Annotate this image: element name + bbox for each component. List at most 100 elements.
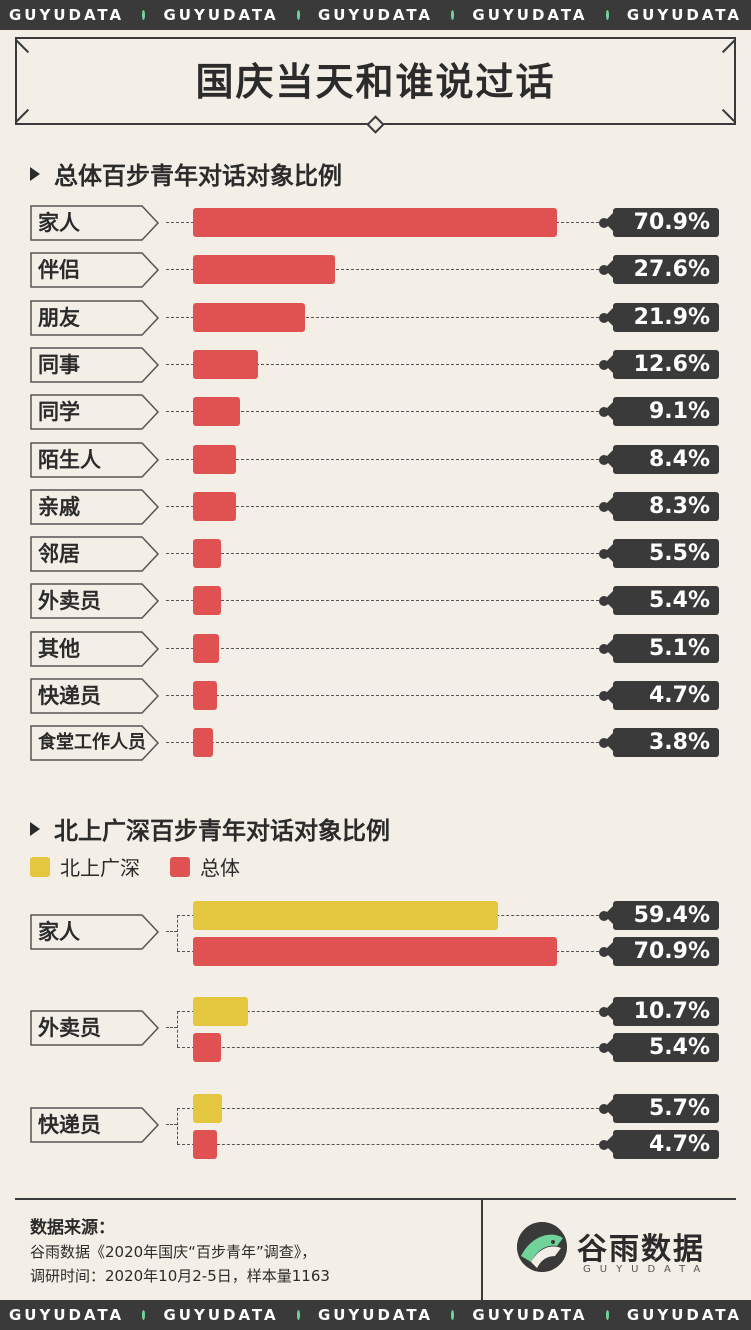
category-label: 家人 [38, 211, 80, 235]
section-title-cities: 北上广深百步青年对话对象比例 [30, 811, 390, 846]
triangle-bullet-icon [30, 821, 40, 836]
category-tag: 外卖员 [30, 1010, 160, 1046]
leader-line [166, 363, 604, 365]
category-tag: 亲戚 [30, 489, 160, 525]
data-bar [193, 633, 220, 663]
brand-word: GUYUDATA [163, 6, 279, 24]
category-label: 伴侣 [38, 258, 80, 283]
leader-line [177, 1108, 604, 1109]
leader-line [166, 742, 604, 744]
leader-line [166, 553, 604, 555]
source-title: 数据来源： [30, 1218, 115, 1238]
data-bar [193, 586, 221, 616]
brand-word: GUYUDATA [472, 1306, 588, 1324]
category-label: 外卖员 [38, 1016, 101, 1040]
category-label: 快递员 [38, 1113, 101, 1137]
section-title-overall-text: 总体百步青年对话对象比例 [54, 162, 342, 190]
triangle-bullet-icon [30, 166, 40, 181]
data-bar [193, 349, 258, 379]
leader-line [166, 505, 604, 507]
data-bar [193, 302, 306, 332]
page-title: 国庆当天和谁说过话 [195, 60, 556, 104]
data-bar [193, 491, 236, 521]
category-tag: 其他 [30, 630, 160, 667]
data-bar-cities [193, 1094, 223, 1123]
value-label: 70.9% [604, 208, 719, 237]
category-tag: 邻居 [30, 536, 160, 572]
logo-subtitle: GUYUDATA [583, 1264, 710, 1275]
data-bar-overall [193, 1130, 218, 1159]
bird-logo-icon [517, 1222, 567, 1272]
group-bracket [177, 915, 178, 951]
value-label: 8.4% [604, 444, 719, 474]
value-label: 5.1% [604, 633, 719, 663]
group-bracket-stub [166, 1027, 177, 1028]
category-tag: 陌生人 [30, 441, 160, 478]
group-bracket [177, 1011, 178, 1047]
green-dot-icon [605, 10, 609, 20]
data-bar [193, 397, 240, 427]
category-label: 外卖员 [38, 589, 101, 614]
category-tag: 外卖员 [30, 583, 160, 620]
category-tag: 快递员 [30, 678, 160, 714]
value-label: 27.6% [604, 255, 719, 285]
legend-swatch-red [170, 856, 190, 877]
category-label: 同事 [38, 352, 80, 377]
brand-word: GUYUDATA [317, 6, 434, 24]
category-label: 其他 [38, 636, 80, 661]
green-dot-icon [605, 1310, 609, 1320]
brand-word: GUYUDATA [317, 1306, 434, 1324]
footer-divider-line [15, 1198, 736, 1200]
value-label: 5.4% [604, 586, 719, 616]
brand-strip-top: GUYUDATA GUYUDATA GUYUDATA GUYUDATA GUYUDATA [0, 0, 751, 30]
data-bar [193, 539, 222, 569]
leader-line [166, 458, 604, 460]
category-tag: 同学 [30, 394, 160, 430]
category-tag: 伴侣 [30, 252, 160, 289]
category-tag: 家人 [30, 205, 160, 241]
data-bar-overall [193, 937, 557, 966]
green-dot-icon [142, 10, 146, 20]
value-label: 8.3% [604, 491, 719, 521]
brand-word: GUYUDATA [9, 6, 125, 24]
legend-label-cities: 北上广深 [60, 856, 140, 880]
category-label: 邻居 [38, 542, 80, 567]
section-title-overall: 总体百步青年对话对象比例 [30, 156, 342, 191]
brand-word: GUYUDATA [472, 6, 588, 24]
leader-line [177, 1011, 604, 1012]
value-label: 21.9% [604, 302, 719, 332]
category-label: 亲戚 [38, 494, 80, 519]
value-label: 59.4% [604, 901, 719, 930]
value-label: 5.4% [604, 1033, 719, 1062]
logo-name: 谷雨数据 [577, 1232, 705, 1267]
data-bar [193, 444, 237, 474]
legend-item-overall: 总体 [170, 852, 240, 881]
value-label: 4.7% [604, 1130, 719, 1159]
leader-line [166, 411, 604, 413]
category-label: 朋友 [38, 305, 80, 330]
legend: 北上广深 总体 [30, 852, 270, 881]
value-label: 4.7% [604, 681, 719, 710]
green-dot-icon [296, 10, 300, 20]
data-bar [193, 728, 213, 758]
category-tag: 朋友 [30, 299, 160, 336]
brand-strip-bottom: GUYUDATA GUYUDATA GUYUDATA GUYUDATA GUYUDATA [0, 1300, 751, 1330]
leader-line [166, 269, 604, 271]
leader-line [166, 316, 604, 318]
category-tag: 食堂工作人员 [30, 725, 160, 762]
brand-word: GUYUDATA [626, 6, 742, 24]
green-dot-icon [142, 1310, 146, 1320]
brand-word: GUYUDATA [9, 1306, 125, 1324]
data-bar-cities [193, 901, 498, 930]
title-frame: 国庆当天和谁说过话 [14, 37, 737, 134]
green-dot-icon [451, 1310, 455, 1320]
legend-item-cities: 北上广深 [30, 852, 140, 881]
leader-line [166, 695, 604, 696]
source-line-1: 谷雨数据《2020年国庆“百步青年”调查》， [30, 1243, 317, 1261]
section-title-cities-text: 北上广深百步青年对话对象比例 [54, 817, 390, 845]
brand-word: GUYUDATA [163, 1306, 279, 1324]
value-label: 12.6% [604, 349, 719, 379]
category-label: 食堂工作人员 [38, 732, 146, 754]
category-label: 家人 [38, 920, 80, 944]
category-label: 快递员 [38, 684, 101, 708]
